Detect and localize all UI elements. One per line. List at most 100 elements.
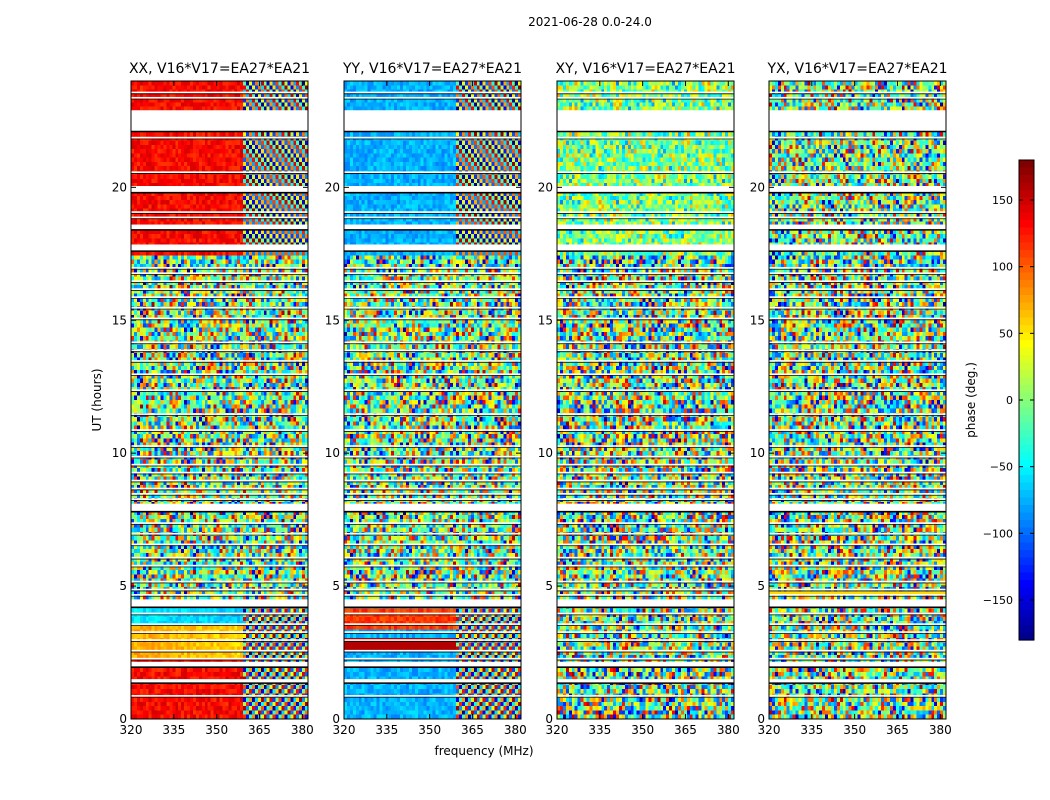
thin-gap bbox=[344, 471, 521, 474]
data-gap bbox=[557, 661, 734, 668]
y-axis-label: UT (hours) bbox=[90, 368, 104, 431]
thin-gap bbox=[769, 522, 946, 524]
colorbar-segment bbox=[1019, 490, 1034, 499]
x-tick-label: 365 bbox=[461, 723, 484, 737]
thin-gap bbox=[769, 493, 946, 495]
x-axis-label: frequency (MHz) bbox=[434, 744, 533, 758]
y-tick-label: 15 bbox=[750, 313, 765, 327]
colorbar-segment bbox=[1019, 355, 1034, 364]
thin-gap bbox=[769, 136, 946, 139]
thin-gap bbox=[131, 413, 308, 415]
thin-gap bbox=[557, 211, 734, 213]
thin-gap bbox=[769, 216, 946, 219]
thin-gap bbox=[769, 296, 946, 298]
thin-gap bbox=[769, 455, 946, 458]
thin-gap bbox=[131, 296, 308, 298]
thin-gap bbox=[557, 649, 734, 652]
thin-gap bbox=[131, 588, 308, 591]
colorbar-segment bbox=[1019, 475, 1034, 484]
thin-gap bbox=[344, 612, 521, 615]
thin-gap bbox=[769, 532, 946, 535]
thin-gap bbox=[131, 272, 308, 274]
y-tick-label: 5 bbox=[332, 579, 340, 593]
thin-gap bbox=[769, 413, 946, 415]
data-gap bbox=[557, 224, 734, 230]
colorbar-tick-label: −100 bbox=[983, 527, 1013, 540]
thin-gap bbox=[344, 445, 521, 447]
x-tick-label: 365 bbox=[248, 723, 271, 737]
thin-gap bbox=[131, 493, 308, 495]
thin-gap bbox=[769, 463, 946, 466]
colorbar-segment bbox=[1019, 182, 1034, 191]
colorbar-segment bbox=[1019, 400, 1034, 409]
y-tick-label: 20 bbox=[325, 180, 340, 194]
colorbar-segment bbox=[1019, 302, 1034, 311]
thin-gap bbox=[131, 288, 308, 290]
thin-gap bbox=[131, 211, 308, 213]
thin-gap bbox=[344, 463, 521, 466]
data-gap bbox=[557, 599, 734, 608]
x-tick-label: 365 bbox=[674, 723, 697, 737]
colorbar-segment bbox=[1019, 317, 1034, 326]
data-gap bbox=[769, 186, 946, 193]
thin-gap bbox=[131, 267, 308, 269]
x-tick-label: 380 bbox=[291, 723, 314, 737]
data-gap bbox=[344, 224, 521, 230]
thin-gap bbox=[557, 556, 734, 559]
thin-gap bbox=[557, 413, 734, 415]
colorbar-segment bbox=[1019, 422, 1034, 431]
thin-gap bbox=[344, 493, 521, 495]
thin-gap bbox=[769, 373, 946, 376]
thin-gap bbox=[557, 657, 734, 660]
thin-gap bbox=[557, 498, 734, 500]
y-tick-label: 15 bbox=[538, 313, 553, 327]
panel-yy: YY, V16*V17=EA27*EA21 320 335 350 365 380 0 5 10… bbox=[325, 61, 527, 737]
thin-gap bbox=[557, 487, 734, 490]
thin-gap bbox=[769, 280, 946, 282]
colorbar-segment bbox=[1019, 167, 1034, 176]
thin-gap bbox=[769, 171, 946, 173]
colorbar-segment bbox=[1019, 362, 1034, 371]
data-gap bbox=[131, 244, 308, 252]
data-gap bbox=[769, 661, 946, 668]
thin-gap bbox=[131, 612, 308, 615]
colorbar-segment bbox=[1019, 565, 1034, 574]
thin-gap bbox=[131, 471, 308, 474]
data-gap bbox=[344, 503, 521, 512]
colorbar-segment bbox=[1019, 557, 1034, 566]
thin-gap bbox=[344, 413, 521, 415]
data-gap bbox=[769, 224, 946, 230]
colorbar-segment bbox=[1019, 197, 1034, 206]
data-gap bbox=[557, 244, 734, 252]
thin-gap bbox=[131, 91, 308, 94]
colorbar-segment bbox=[1019, 295, 1034, 304]
thin-gap bbox=[557, 136, 734, 139]
thin-gap bbox=[344, 564, 521, 567]
colorbar-segment bbox=[1019, 287, 1034, 296]
panel-title: XX, V16*V17=EA27*EA21 bbox=[129, 61, 310, 77]
colorbar-segment bbox=[1019, 415, 1034, 424]
thin-gap bbox=[769, 594, 946, 596]
thin-gap bbox=[557, 695, 734, 697]
thin-gap bbox=[344, 341, 521, 344]
colorbar-segment bbox=[1019, 332, 1034, 341]
thin-gap bbox=[131, 445, 308, 447]
thin-gap bbox=[769, 317, 946, 320]
thin-gap bbox=[769, 471, 946, 474]
data-gap bbox=[344, 244, 521, 252]
colorbar-tick-label: 100 bbox=[992, 261, 1013, 274]
thin-gap bbox=[131, 498, 308, 500]
colorbar-segment bbox=[1019, 520, 1034, 529]
thin-gap bbox=[344, 498, 521, 500]
thin-gap bbox=[769, 267, 946, 269]
thin-gap bbox=[557, 373, 734, 376]
x-tick-label: 350 bbox=[843, 723, 866, 737]
x-tick-label: 350 bbox=[205, 723, 228, 737]
x-tick-label: 335 bbox=[375, 723, 398, 737]
thin-gap bbox=[557, 455, 734, 458]
thin-gap bbox=[769, 445, 946, 447]
thin-gap bbox=[344, 216, 521, 219]
thin-gap bbox=[344, 556, 521, 559]
colorbar-segment bbox=[1019, 460, 1034, 469]
data-gap bbox=[131, 186, 308, 193]
